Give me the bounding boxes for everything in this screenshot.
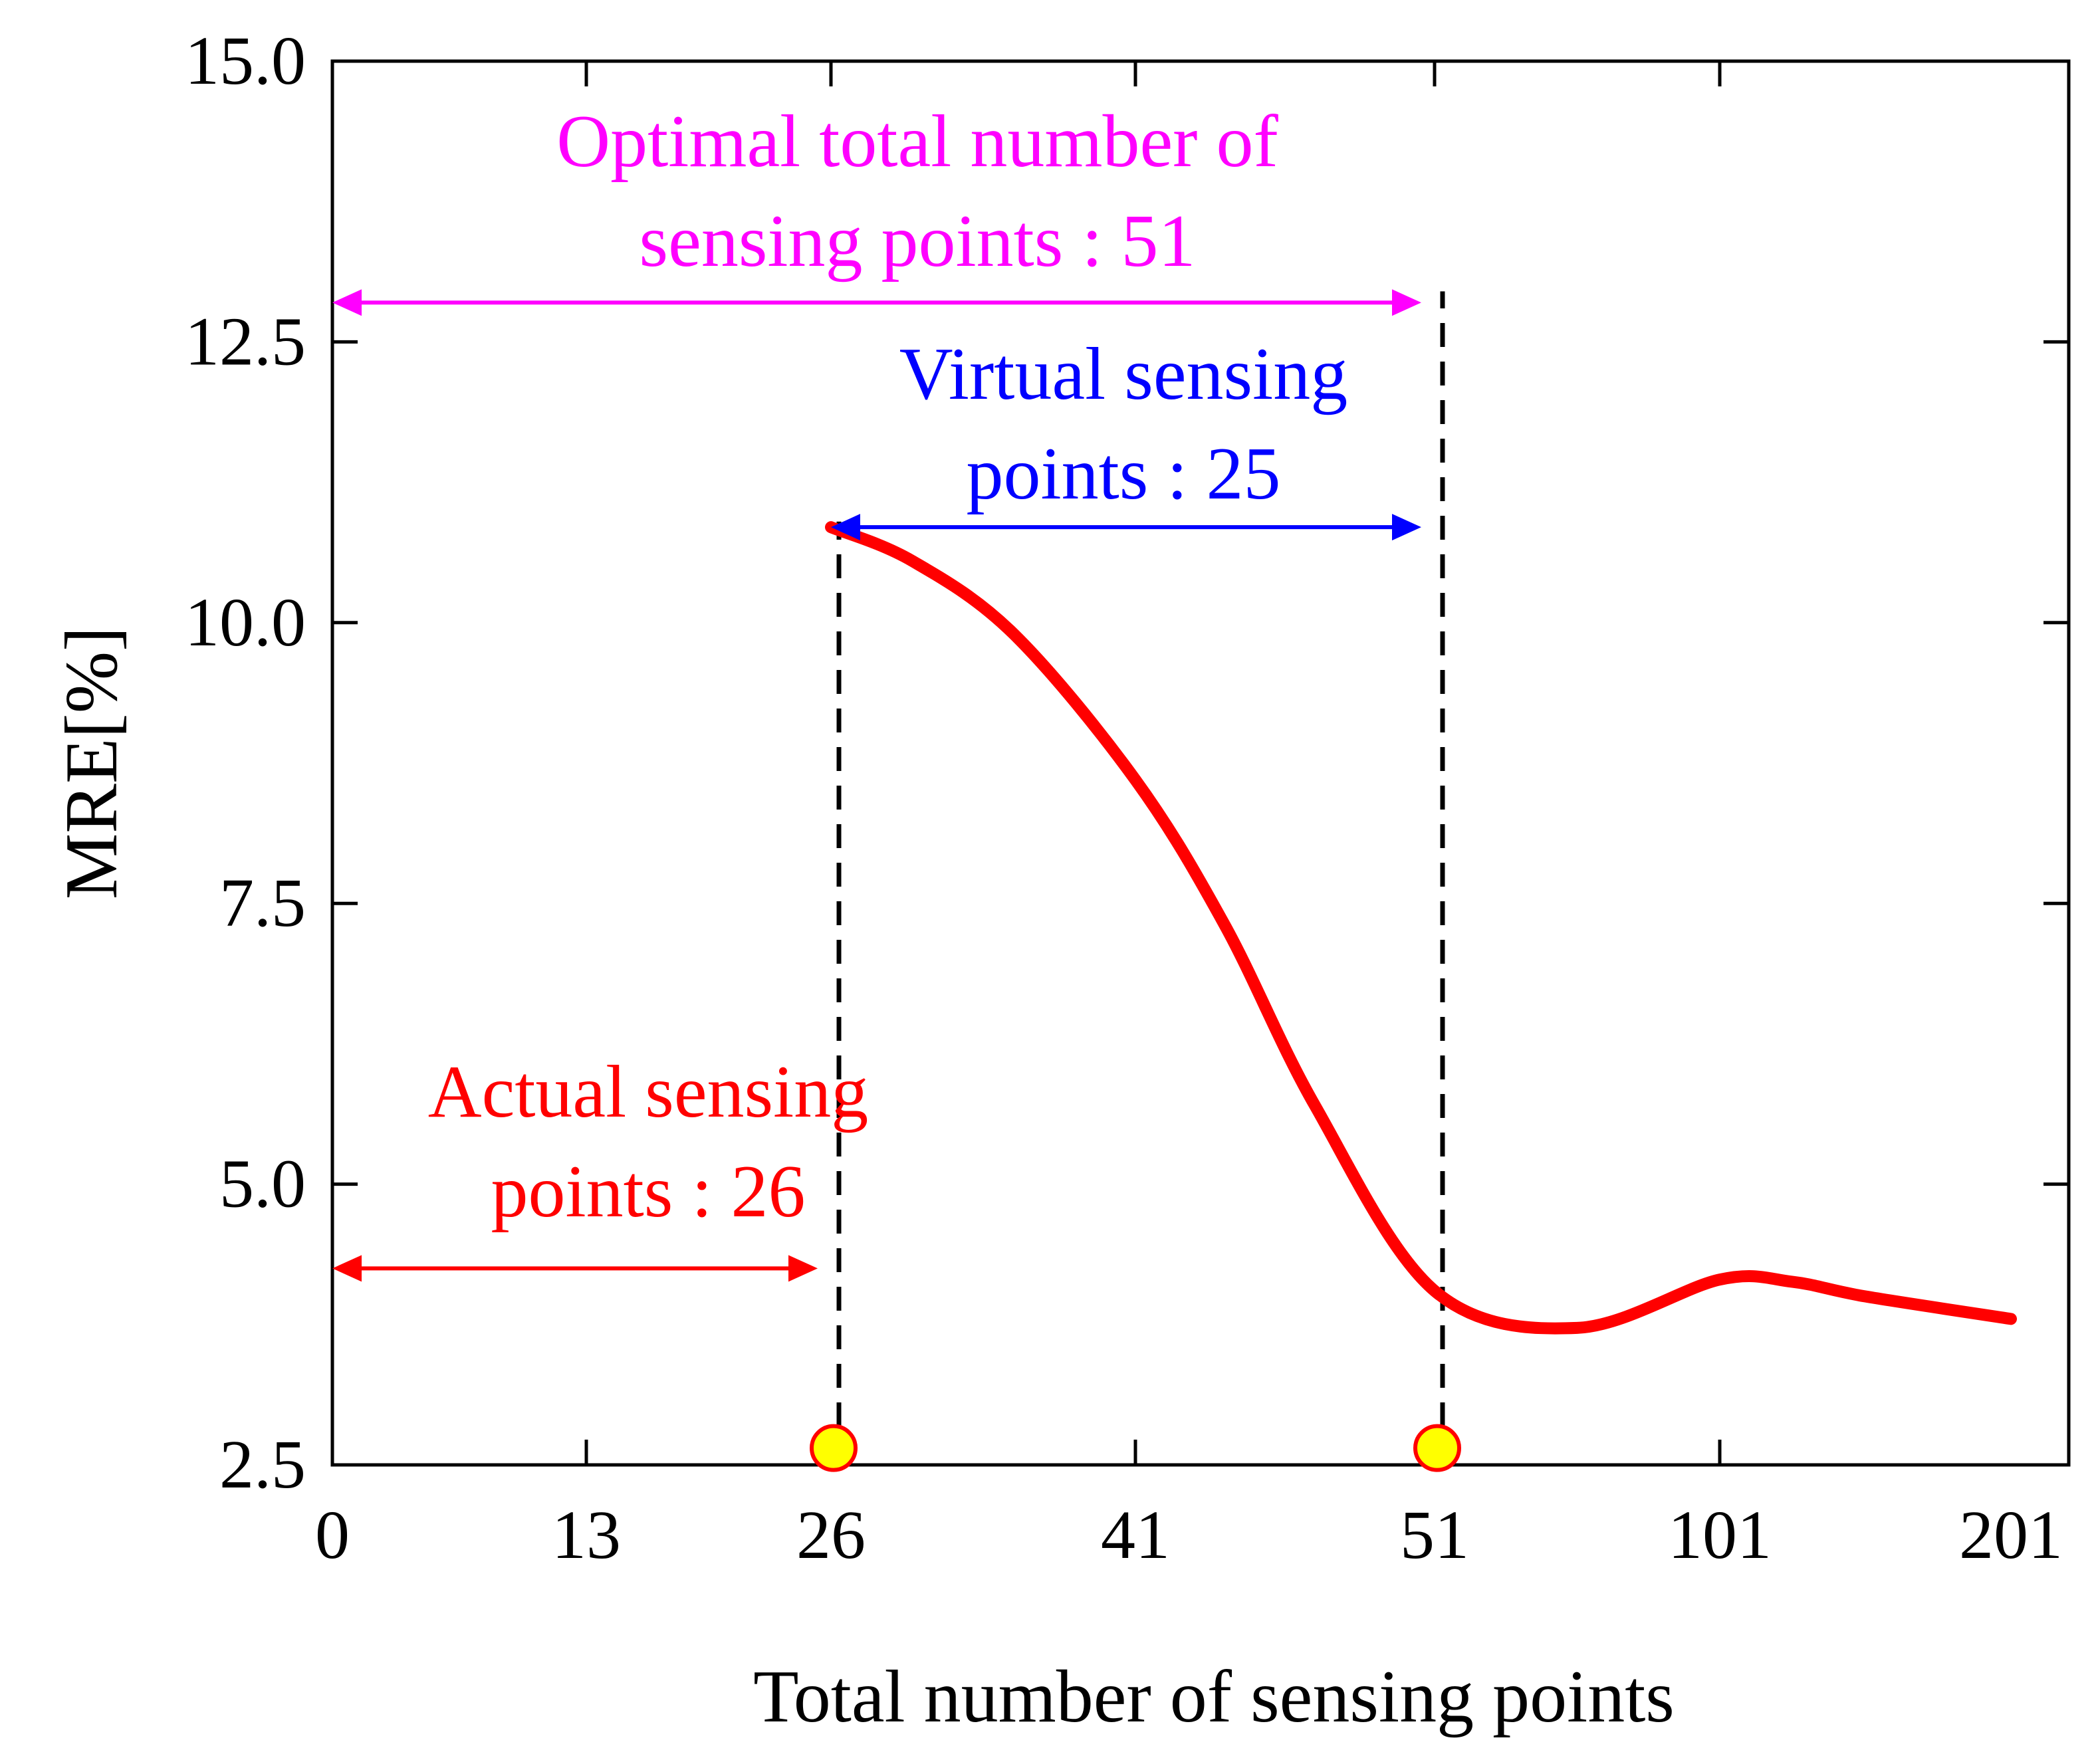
reference-lines bbox=[836, 291, 1445, 1465]
series-lines bbox=[825, 521, 2017, 1335]
point-marker bbox=[810, 1424, 858, 1472]
plot-frame bbox=[330, 59, 2071, 1467]
y-tick-label: 15.0 bbox=[185, 23, 306, 99]
y-tick-label: 10.0 bbox=[185, 584, 306, 661]
x-tick-label: 13 bbox=[552, 1497, 621, 1573]
double-arrow bbox=[831, 514, 1421, 541]
plot-border bbox=[330, 59, 2071, 1467]
x-tick-label: 51 bbox=[1400, 1497, 1469, 1573]
point-markers bbox=[810, 1424, 1461, 1472]
point-marker bbox=[1413, 1424, 1461, 1472]
y-tick-label: 12.5 bbox=[185, 303, 306, 380]
y-tick-label: 7.5 bbox=[219, 865, 306, 941]
x-tick-label: 101 bbox=[1668, 1497, 1772, 1573]
y-tick-label: 5.0 bbox=[219, 1146, 306, 1222]
annotation-arrows bbox=[332, 289, 1421, 1282]
double-arrow bbox=[332, 289, 1421, 316]
x-tick-labels: 0 13 26 41 51 101 201 bbox=[315, 1497, 2063, 1573]
y-axis-title: MRE[%] bbox=[51, 627, 133, 900]
y-tick-label: 2.5 bbox=[219, 1426, 306, 1503]
arrow-head-right bbox=[788, 1255, 818, 1282]
annotation-text: Actual sensing bbox=[428, 1051, 869, 1133]
annotation-text: Optimal total number of bbox=[556, 100, 1278, 183]
x-tick-label: 0 bbox=[315, 1497, 350, 1573]
annotation-text: points : 26 bbox=[491, 1151, 806, 1233]
arrow-head-right bbox=[1392, 514, 1421, 541]
x-tick-label: 201 bbox=[1959, 1497, 2063, 1573]
arrow-head-left bbox=[831, 514, 860, 541]
y-tick-labels: 2.5 5.0 7.5 10.0 12.5 15.0 bbox=[185, 23, 306, 1503]
annotation-text: sensing points : 51 bbox=[640, 200, 1196, 282]
axis-ticks bbox=[332, 59, 2069, 1467]
double-arrow bbox=[332, 1255, 818, 1282]
series-line bbox=[825, 521, 2017, 1335]
x-tick-label: 41 bbox=[1101, 1497, 1170, 1573]
annotation-texts: Optimal total number of sensing points : … bbox=[428, 100, 1348, 1233]
arrow-head-left bbox=[332, 289, 362, 316]
x-tick-label: 26 bbox=[796, 1497, 866, 1573]
arrow-head-left bbox=[332, 1255, 362, 1282]
annotation-text: points : 25 bbox=[967, 433, 1281, 515]
arrow-head-right bbox=[1392, 289, 1421, 316]
annotation-text: Virtual sensing bbox=[899, 333, 1348, 415]
x-axis-title: Total number of sensing points bbox=[753, 1656, 1675, 1738]
